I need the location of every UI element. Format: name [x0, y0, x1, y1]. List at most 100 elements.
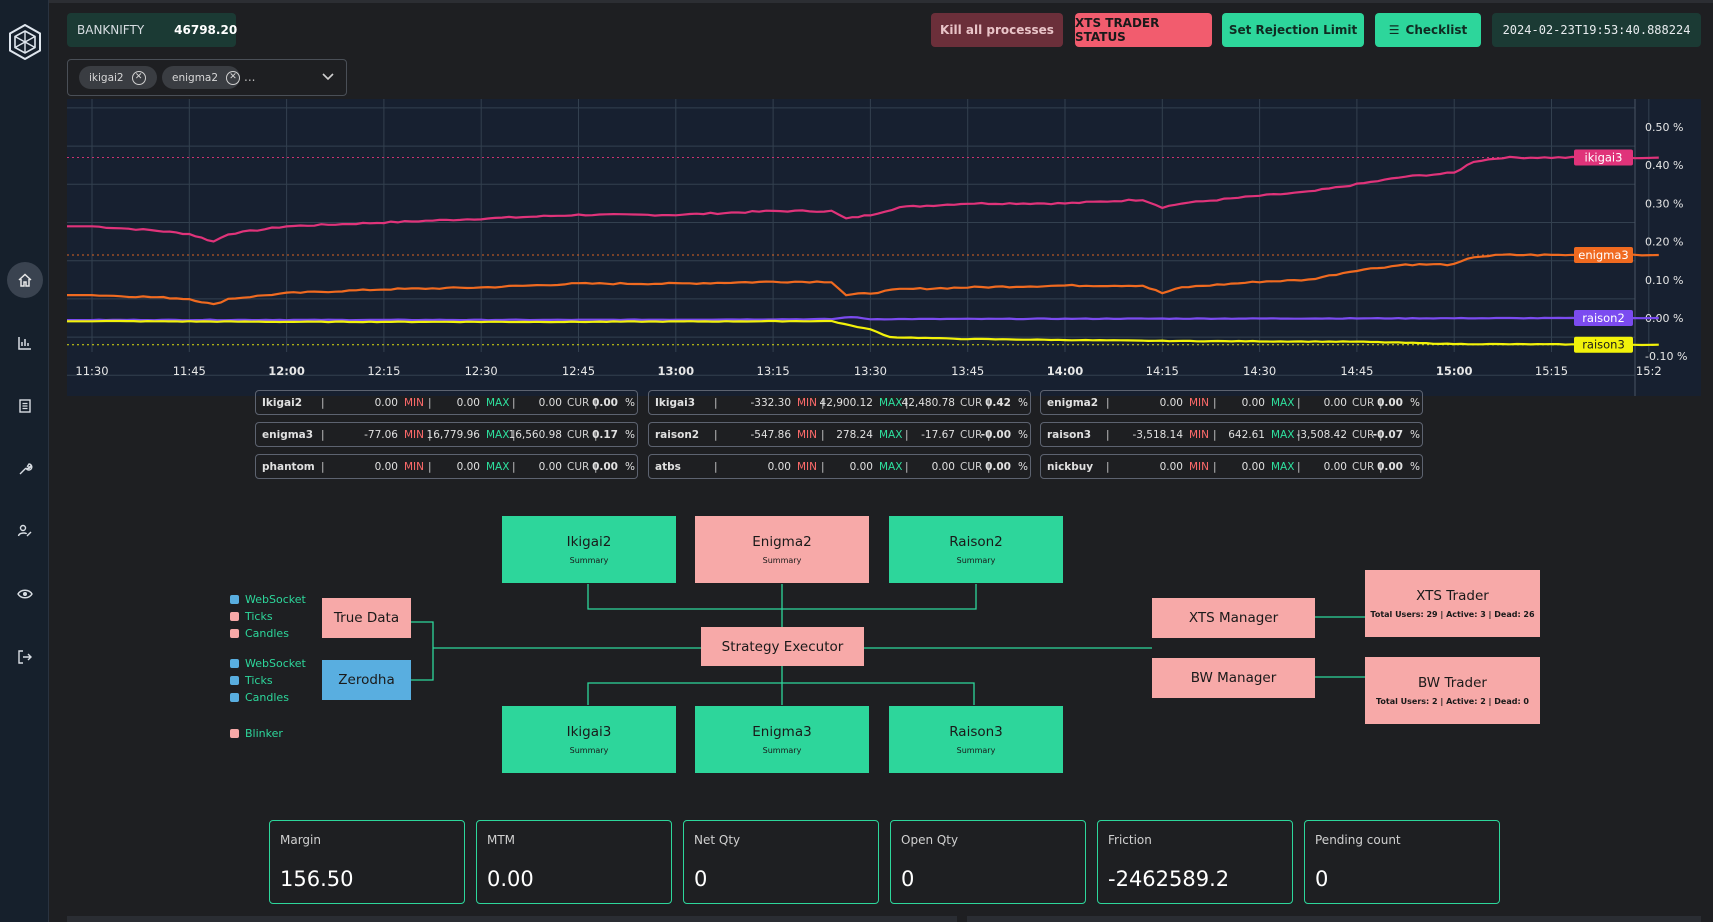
x-tick-label: 11:30 [75, 364, 108, 378]
legend-item-blinker: Blinker [230, 727, 283, 740]
stat-pct: 0.00 [1377, 461, 1403, 473]
stat-cur: 0.00 [931, 461, 955, 473]
stat-cur: -3,508.42 [1296, 429, 1347, 441]
legend-label: Blinker [245, 727, 283, 740]
xts-trader-node[interactable]: XTS Trader Total Users: 29 | Active: 3 |… [1365, 570, 1540, 637]
set-rejection-limit-button[interactable]: Set Rejection Limit [1222, 13, 1364, 47]
raison2-node[interactable]: Raison2 Summary [889, 516, 1063, 583]
node-title: Ikigai2 [566, 534, 612, 550]
stat-min: 0.00 [374, 461, 398, 473]
bottom-panel [967, 916, 1701, 922]
stat-min: 0.00 [767, 461, 791, 473]
stat-name: Ikigai3 [655, 397, 695, 409]
legend-label: WebSocket [245, 657, 306, 670]
remove-chip-icon[interactable]: ✕ [226, 70, 240, 85]
chip-ikigai2[interactable]: ikigai2 ✕ [79, 66, 157, 89]
status-dot [230, 729, 239, 738]
card-label: MTM [487, 833, 516, 847]
card-value: 0 [1315, 867, 1329, 891]
summary-card-friction: Friction -2462589.2 [1097, 820, 1293, 904]
xts-trader-status-button[interactable]: XTS TRADER STATUS [1075, 13, 1212, 47]
user-edit-icon[interactable] [7, 513, 43, 549]
legend-label: Candles [245, 627, 289, 640]
max-label: MAX [879, 429, 903, 441]
stat-name: Ikigai2 [262, 397, 302, 409]
separator: | [905, 429, 909, 441]
home-icon[interactable] [7, 262, 43, 298]
stat-pct: 0.00 [592, 397, 618, 409]
x-tick-label: 11:45 [173, 364, 206, 378]
enigma3-node[interactable]: Enigma3 Summary [695, 706, 869, 773]
logout-icon[interactable] [7, 639, 43, 675]
separator: | [1106, 461, 1110, 473]
eye-icon[interactable] [7, 576, 43, 612]
pct-label: % [1410, 461, 1420, 473]
x-tick-label: 14:00 [1047, 364, 1084, 378]
ikigai3-node[interactable]: Ikigai3 Summary [502, 706, 676, 773]
x-tick-label: 12:30 [465, 364, 498, 378]
checklist-button[interactable]: ☰ Checklist [1375, 13, 1481, 47]
legend-item-candles: Candles [230, 627, 289, 640]
node-title: Ikigai3 [566, 724, 612, 740]
stat-max: 0.00 [456, 397, 480, 409]
separator: | [321, 397, 325, 409]
separator: | [1213, 461, 1217, 473]
raison3-node[interactable]: Raison3 Summary [889, 706, 1063, 773]
pct-label: % [1018, 461, 1028, 473]
bar-chart-icon[interactable] [7, 325, 43, 361]
wrench-icon[interactable] [7, 451, 43, 487]
chevron-down-icon[interactable] [318, 67, 338, 87]
chip-label: enigma2 [172, 71, 219, 84]
stat-max: 16,779.96 [426, 429, 480, 441]
x-tick-label: 12:45 [562, 364, 595, 378]
series-end-label-bg [1574, 246, 1633, 263]
card-value: 156.50 [280, 867, 354, 891]
node-title: Raison3 [949, 724, 1003, 740]
series-end-label-bg [1574, 336, 1633, 353]
banknifty-ticker: BANKNIFTY 46798.20 [67, 13, 237, 47]
max-label: MAX [1271, 461, 1295, 473]
card-value: 0 [901, 867, 915, 891]
zerodha-node[interactable]: Zerodha [322, 660, 411, 700]
cur-label: CUR [960, 429, 983, 441]
x-tick-label: 14:15 [1146, 364, 1179, 378]
stat-name: phantom [262, 461, 315, 473]
stat-box-raison2: raison2 | -547.86 MIN | 278.24 MAX | -17.67 CUR | -… [648, 422, 1031, 447]
kill-all-processes-button[interactable]: Kill all processes [931, 13, 1063, 47]
separator: | [1106, 397, 1110, 409]
min-label: MIN [797, 461, 818, 473]
strategy-multiselect[interactable]: ikigai2 ✕ enigma2 ✕ ... [67, 59, 347, 96]
separator: | [714, 461, 718, 473]
stat-box-atbs: atbs | 0.00 MIN | 0.00 MAX | 0.00 CUR | 0.00% [648, 454, 1031, 479]
bw-manager-node[interactable]: BW Manager [1152, 658, 1315, 698]
stat-name: enigma2 [1047, 397, 1099, 409]
stat-name: enigma3 [262, 429, 314, 441]
stat-max: 278.24 [836, 429, 873, 441]
legend-label: WebSocket [245, 593, 306, 606]
summary-card-open-qty: Open Qty 0 [890, 820, 1086, 904]
ikigai2-node[interactable]: Ikigai2 Summary [502, 516, 676, 583]
chip-enigma2[interactable]: enigma2 ✕ [162, 66, 240, 89]
bw-trader-node[interactable]: BW Trader Total Users: 2 | Active: 2 | D… [1365, 657, 1540, 724]
stat-cur: -17.67 [921, 429, 955, 441]
node-title: Raison2 [949, 534, 1003, 550]
remove-chip-icon[interactable]: ✕ [131, 70, 146, 85]
strategy-executor-node[interactable]: Strategy Executor [701, 627, 864, 666]
enigma2-node[interactable]: Enigma2 Summary [695, 516, 869, 583]
xts-manager-node[interactable]: XTS Manager [1152, 598, 1315, 638]
stat-min: 0.00 [1159, 397, 1183, 409]
legend-item-candles: Candles [230, 691, 289, 704]
pct-label: % [1018, 429, 1028, 441]
stat-min: -547.86 [750, 429, 791, 441]
max-label: MAX [486, 429, 510, 441]
node-title: Enigma2 [752, 534, 812, 550]
node-title: Enigma3 [752, 724, 812, 740]
true-data-node[interactable]: True Data [322, 598, 411, 638]
stat-box-ikigai2: Ikigai2 | 0.00 MIN | 0.00 MAX | 0.00 CUR | 0.00% [255, 390, 638, 415]
separator: | [428, 461, 432, 473]
document-icon[interactable] [7, 388, 43, 424]
separator: | [1106, 429, 1110, 441]
stat-name: raison2 [655, 429, 700, 441]
x-tick-label: 13:00 [657, 364, 694, 378]
